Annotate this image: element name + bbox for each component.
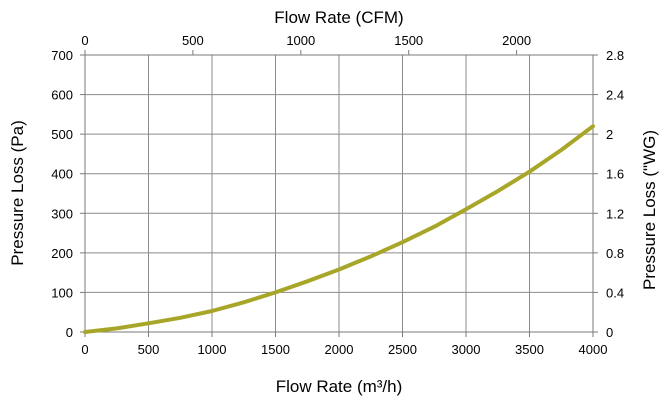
x-tick-label-bottom: 3500 [515, 342, 544, 357]
y-tick-label-left: 700 [51, 48, 73, 63]
x-ticks-bottom: 0 500 1000 1500 2000 2500 3000 3500 4000 [81, 332, 607, 357]
x-tick-label-top: 500 [182, 33, 204, 48]
x-tick-label-bottom: 2500 [388, 342, 417, 357]
y-axis-title-left: Pressure Loss (Pa) [8, 120, 27, 266]
x-tick-label-bottom: 1500 [261, 342, 290, 357]
x-tick-label-bottom: 500 [138, 342, 160, 357]
x-tick-label-top: 1000 [286, 33, 315, 48]
y-tick-label-right: 1.2 [606, 206, 624, 221]
y-tick-label-right: 0.4 [606, 285, 624, 300]
x-tick-label-top: 2000 [502, 33, 531, 48]
y-tick-label-left: 500 [51, 127, 73, 142]
y-tick-label-left: 100 [51, 285, 73, 300]
y-tick-label-left: 400 [51, 167, 73, 182]
y-tick-label-left: 300 [51, 206, 73, 221]
x-ticks-top: 0 500 1000 1500 2000 [81, 33, 531, 55]
x-tick-label-top: 0 [81, 33, 88, 48]
y-tick-label-right: 0.8 [606, 246, 624, 261]
x-axis-title-bottom: Flow Rate (m³/h) [276, 377, 403, 396]
x-axis-title-top: Flow Rate (CFM) [274, 8, 403, 27]
y-axis-title-right: Pressure Loss ("WG) [640, 130, 659, 290]
x-tick-label-bottom: 2000 [325, 342, 354, 357]
y-tick-label-right: 0 [606, 325, 613, 340]
x-tick-label-bottom: 1000 [198, 342, 227, 357]
y-tick-label-right: 1.6 [606, 167, 624, 182]
y-tick-label-left: 200 [51, 246, 73, 261]
grid-lines [84, 54, 594, 333]
x-tick-label-bottom: 4000 [579, 342, 608, 357]
x-tick-label-top: 1500 [394, 33, 423, 48]
x-tick-label-bottom: 0 [81, 342, 88, 357]
y-tick-label-right: 2.4 [606, 88, 624, 103]
y-tick-label-right: 2.8 [606, 48, 624, 63]
series-line [83, 124, 595, 334]
y-ticks-right: 0 0.4 0.8 1.2 1.6 2 2.4 2.8 [593, 48, 624, 340]
y-tick-label-left: 0 [66, 325, 73, 340]
y-ticks-left: 0 100 200 300 400 500 600 700 [51, 48, 85, 340]
y-tick-label-right: 2 [606, 127, 613, 142]
x-tick-label-bottom: 3000 [452, 342, 481, 357]
series-group [83, 124, 595, 334]
y-tick-label-left: 600 [51, 88, 73, 103]
